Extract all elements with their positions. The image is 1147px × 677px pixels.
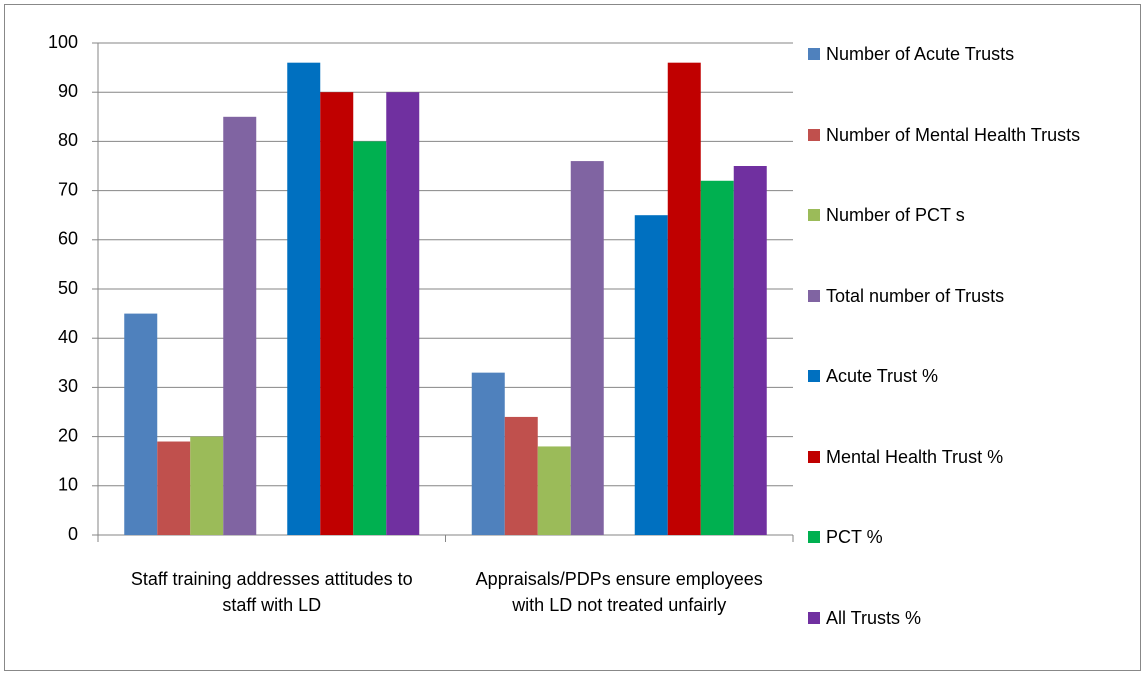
legend-label: Total number of Trusts xyxy=(826,285,1005,306)
legend-label: Number of Mental Health Trusts xyxy=(826,124,1081,145)
legend-swatch xyxy=(808,48,820,60)
y-tick-label: 100 xyxy=(48,32,78,52)
bar xyxy=(471,372,505,535)
bar xyxy=(223,116,257,536)
bar xyxy=(570,161,604,535)
legend-swatch xyxy=(808,531,820,543)
x-tick-label: Staff training addresses attitudes to st… xyxy=(130,569,413,615)
legend-swatch xyxy=(808,370,820,382)
bar xyxy=(537,446,571,535)
y-tick-label: 30 xyxy=(58,376,78,396)
y-tick-label: 70 xyxy=(58,179,78,199)
bar xyxy=(124,313,158,535)
bar xyxy=(157,441,191,535)
y-tick-label: 40 xyxy=(58,327,78,347)
y-tick-label: 90 xyxy=(58,81,78,101)
chart-frame xyxy=(4,4,1141,671)
legend-label: Acute Trust % xyxy=(826,366,939,386)
bar xyxy=(634,215,668,535)
legend-swatch xyxy=(808,450,820,463)
y-tick-label: 60 xyxy=(58,229,78,249)
y-tick-label: 50 xyxy=(58,278,78,298)
legend-swatch xyxy=(808,128,820,141)
legend-label: All Trusts % xyxy=(826,607,922,628)
y-tick-label: 20 xyxy=(58,425,78,445)
legend-label: Number of Acute Trusts xyxy=(826,44,1015,64)
bar xyxy=(353,141,387,535)
x-tick-label: Appraisals/PDPs ensure employees with LD… xyxy=(475,569,763,615)
y-tick-label: 80 xyxy=(58,130,78,150)
legend-swatch xyxy=(808,209,820,221)
bar xyxy=(504,416,538,535)
legend-swatch xyxy=(808,611,820,624)
bar xyxy=(386,92,420,535)
legend-label: Mental Health Trust % xyxy=(826,446,1004,467)
legend-label: Number of PCT s xyxy=(826,205,965,225)
bar xyxy=(667,62,701,536)
bar xyxy=(320,92,354,535)
y-tick-label: 10 xyxy=(58,475,78,495)
bar xyxy=(733,166,767,535)
y-tick-label: 0 xyxy=(68,524,78,544)
bar xyxy=(190,436,224,535)
legend-swatch xyxy=(808,289,820,302)
bar xyxy=(700,180,734,535)
bar xyxy=(287,62,321,536)
legend-label: PCT % xyxy=(826,527,883,547)
